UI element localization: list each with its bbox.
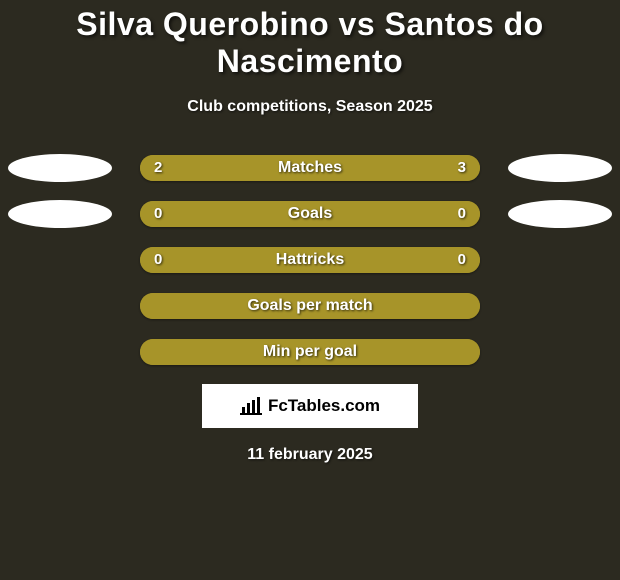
stat-row: Goals per match [0, 292, 620, 320]
stat-value-right: 0 [458, 247, 466, 273]
bar-fill-left [140, 293, 310, 319]
stat-value-right: 0 [458, 201, 466, 227]
fctables-logo: FcTables.com [202, 384, 418, 428]
player-oval-right [508, 200, 612, 228]
stat-bar: Goals per match [140, 293, 480, 319]
stat-bar: 23Matches [140, 155, 480, 181]
chart-icon [240, 397, 262, 415]
page-title: Silva Querobino vs Santos do Nascimento [0, 6, 620, 80]
date-label: 11 february 2025 [0, 446, 620, 464]
stat-value-left: 0 [154, 247, 162, 273]
bar-fill-right [276, 155, 480, 181]
bar-fill-right [310, 201, 480, 227]
player-oval-left [8, 200, 112, 228]
bar-fill-left [140, 201, 310, 227]
stats-rows: 23Matches00Goals00HattricksGoals per mat… [0, 154, 620, 366]
stat-bar: 00Hattricks [140, 247, 480, 273]
stat-row: 00Goals [0, 200, 620, 228]
stat-row: 23Matches [0, 154, 620, 182]
bar-fill-left [140, 339, 310, 365]
bar-fill-right [310, 293, 480, 319]
player-oval-right [508, 154, 612, 182]
stat-value-left: 2 [154, 155, 162, 181]
subtitle: Club competitions, Season 2025 [0, 98, 620, 116]
bar-fill-left [140, 247, 310, 273]
bar-fill-right [310, 247, 480, 273]
stat-row: 00Hattricks [0, 246, 620, 274]
stat-bar: 00Goals [140, 201, 480, 227]
stat-value-right: 3 [458, 155, 466, 181]
logo-text: FcTables.com [268, 396, 380, 416]
stat-value-left: 0 [154, 201, 162, 227]
stat-row: Min per goal [0, 338, 620, 366]
bar-fill-right [310, 339, 480, 365]
stat-bar: Min per goal [140, 339, 480, 365]
player-oval-left [8, 154, 112, 182]
